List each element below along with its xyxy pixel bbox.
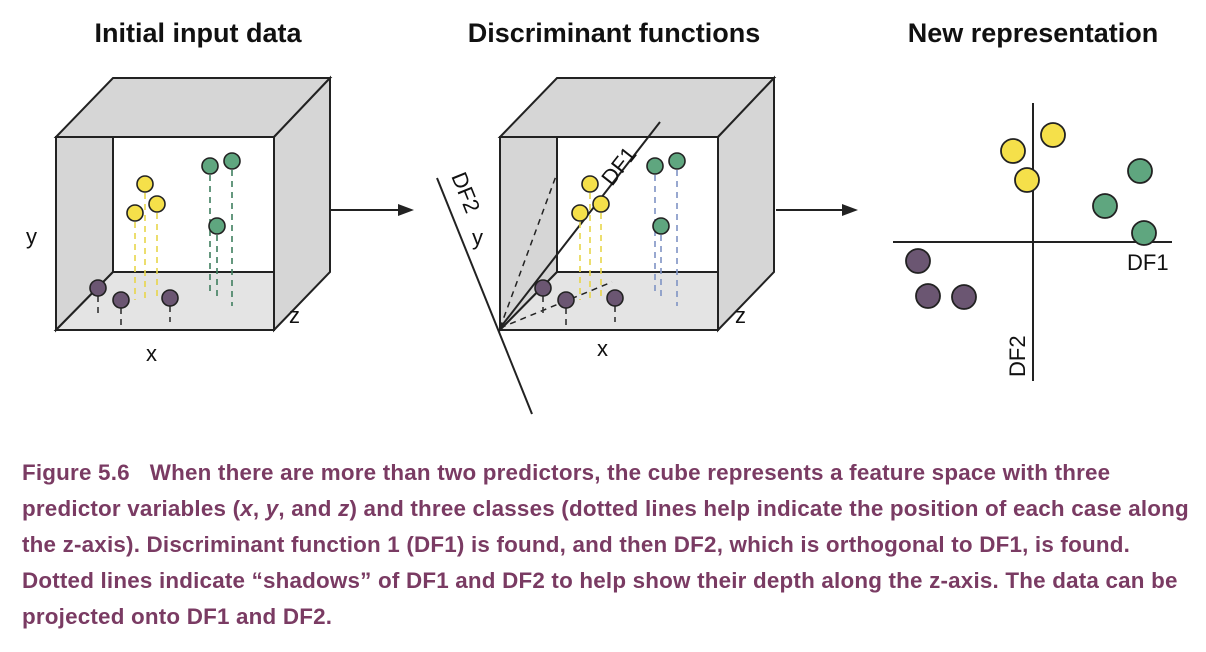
data-point-purple (905, 248, 931, 274)
data-point-yellow (581, 175, 599, 193)
drop-lines-discriminant (542, 170, 678, 326)
axis-label-z: z (735, 303, 746, 328)
data-point-yellow (126, 204, 144, 222)
data-point-green (201, 157, 219, 175)
df2-axis-label: DF2 (446, 169, 485, 217)
df2-shadow-line (499, 175, 557, 329)
data-point-purple (89, 279, 107, 297)
data-point-green (208, 217, 226, 235)
caption-var-y: y (265, 496, 279, 521)
data-point-purple (606, 289, 624, 307)
axis-label-z: z (289, 303, 300, 328)
df1-axis-label: DF1 (1127, 250, 1169, 275)
df1-shadow-line (499, 281, 613, 329)
new-axes (893, 103, 1172, 381)
figure-label: Figure 5.6 (22, 460, 130, 485)
caption-sep1: , (252, 496, 266, 521)
panel-title-initial: Initial input data (95, 18, 303, 48)
data-point-purple (161, 289, 179, 307)
points-new-representation (905, 122, 1157, 310)
data-point-purple (915, 283, 941, 309)
points-discriminant (534, 152, 686, 309)
axis-label-x: x (146, 341, 157, 366)
cube-back-face (112, 136, 275, 273)
data-point-green (1092, 193, 1118, 219)
cube-front-frame (55, 136, 275, 331)
panel-title-discriminant: Discriminant functions (468, 18, 761, 48)
data-point-yellow (148, 195, 166, 213)
data-point-yellow (1040, 122, 1066, 148)
df2-axis-line (436, 177, 533, 415)
data-point-green (223, 152, 241, 170)
caption-text-part1: When there are more than two predictors,… (22, 460, 1111, 521)
df-shadow-lines (499, 175, 613, 329)
axis-label-x: x (597, 336, 608, 361)
data-point-green (668, 152, 686, 170)
cube-back-face (556, 136, 719, 273)
cube-initial (53, 75, 333, 333)
figure-diagram: Initial input data Discriminant function… (26, 18, 1172, 415)
data-point-yellow (1000, 138, 1026, 164)
caption-var-z: z (338, 496, 350, 521)
axis-label-y: y (472, 225, 483, 250)
caption-var-x: x (240, 496, 253, 521)
data-point-yellow (1014, 167, 1040, 193)
drop-lines-initial (97, 170, 233, 326)
caption-sep2: , and (278, 496, 339, 521)
data-point-yellow (592, 195, 610, 213)
data-point-purple (534, 279, 552, 297)
panel-title-new-representation: New representation (908, 18, 1159, 48)
figure-caption: Figure 5.6 When there are more than two p… (22, 455, 1190, 635)
cube-front-frame (499, 136, 719, 331)
arrow-right-icon (330, 204, 414, 216)
points-initial (89, 152, 241, 309)
data-point-green (646, 157, 664, 175)
caption-text-part2: ) and three classes (dotted lines help i… (22, 496, 1189, 629)
axis-label-y: y (26, 224, 37, 249)
data-point-green (652, 217, 670, 235)
arrow-right-icon (776, 204, 858, 216)
data-point-purple (112, 291, 130, 309)
data-point-purple (557, 291, 575, 309)
df2-axis-label: DF2 (1005, 335, 1030, 377)
data-point-green (1131, 220, 1157, 246)
data-point-green (1127, 158, 1153, 184)
data-point-yellow (136, 175, 154, 193)
data-point-yellow (571, 204, 589, 222)
data-point-purple (951, 284, 977, 310)
